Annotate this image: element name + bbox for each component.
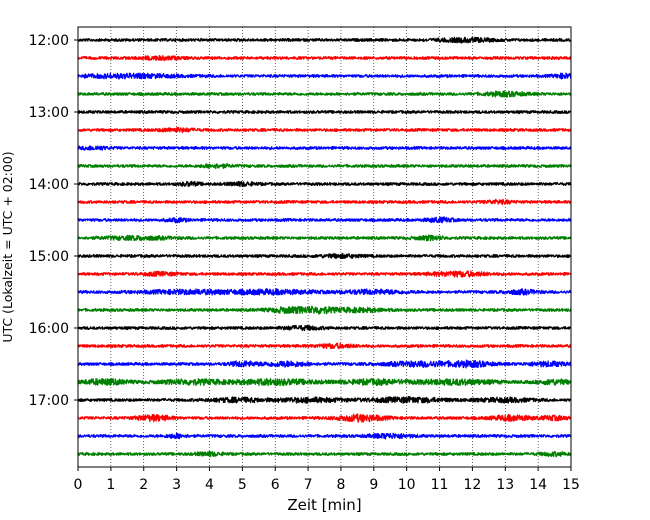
- trace-1745: [77, 450, 572, 458]
- x-tick-label: 4: [205, 477, 214, 493]
- trace-1315: [77, 126, 572, 133]
- x-tick-label: 5: [238, 477, 247, 493]
- trace-1300: [77, 109, 572, 115]
- trace-1500: [77, 252, 572, 260]
- y-tick-label: 15:00: [29, 249, 69, 265]
- y-tick-label: 14:00: [29, 177, 69, 193]
- x-tick-label: 0: [74, 477, 83, 493]
- y-tick-label: 13:00: [29, 105, 69, 121]
- x-tick-label: 8: [336, 477, 345, 493]
- trace-1415: [77, 198, 572, 206]
- y-axis-label: UTC (Lokalzeit = UTC + 02:00): [0, 151, 15, 342]
- x-tick-label: 3: [172, 477, 181, 493]
- plot-area-background: [78, 27, 571, 467]
- x-axis-ticks: 0 1 2 3 4 5 6 7 8 9 10 11 12 13 14 15: [74, 467, 580, 493]
- x-tick-label: 11: [431, 477, 449, 493]
- trace-1615: [77, 342, 572, 350]
- trace-1345: [77, 163, 572, 170]
- trace-1600: [77, 324, 572, 332]
- y-tick-label: 12:00: [29, 33, 69, 49]
- trace-1445: [77, 234, 572, 242]
- trace-1645: [77, 377, 572, 387]
- trace-1200: [77, 36, 572, 44]
- x-tick-label: 9: [369, 477, 378, 493]
- trace-1245: [77, 90, 572, 98]
- trace-1730: [77, 432, 572, 440]
- trace-1230: [77, 72, 572, 80]
- x-tick-label: 10: [398, 477, 416, 493]
- x-tick-label: 7: [304, 477, 313, 493]
- y-tick-label: 16:00: [29, 321, 69, 337]
- seismogram-traces: [77, 36, 572, 458]
- trace-1400: [77, 180, 572, 188]
- trace-1715: [77, 413, 572, 423]
- y-tick-label: 17:00: [29, 393, 69, 409]
- x-tick-label: 1: [106, 477, 115, 493]
- x-tick-label: 6: [271, 477, 280, 493]
- plot-frame: [77, 26, 572, 468]
- x-axis-label: Zeit [min]: [287, 496, 361, 514]
- x-tick-label: 14: [529, 477, 547, 493]
- trace-1630: [77, 359, 572, 369]
- x-tick-label: 13: [496, 477, 514, 493]
- y-axis-ticks: 12:00 13:00 14:00 15:00 16:00 17:00: [29, 33, 78, 409]
- vertical-gridlines: [110, 27, 539, 467]
- trace-1545: [77, 305, 572, 315]
- x-tick-label: 15: [562, 477, 580, 493]
- trace-1430: [77, 216, 572, 224]
- trace-1530: [77, 288, 572, 296]
- x-tick-label: 2: [139, 477, 148, 493]
- x-tick-label: 12: [463, 477, 481, 493]
- trace-1215: [77, 54, 572, 62]
- trace-1700: [77, 395, 572, 404]
- trace-1515: [77, 270, 572, 278]
- trace-1330: [77, 145, 572, 151]
